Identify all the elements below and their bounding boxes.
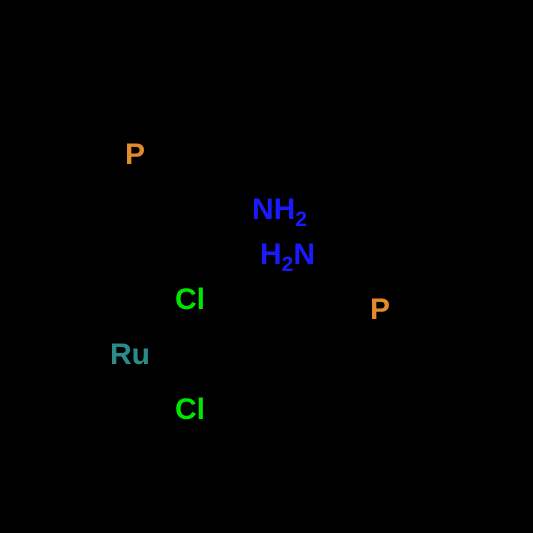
h2n-h: H [260, 238, 282, 271]
molecule-diagram: P NH2 H2N Cl P Ru Cl [0, 0, 533, 533]
atom-cl-1: Cl [175, 285, 205, 315]
atom-h2n: H2N [260, 240, 315, 270]
atom-p-2: P [370, 295, 390, 325]
atom-cl-2: Cl [175, 395, 205, 425]
h2n-n: N [293, 238, 315, 271]
atom-p-1: P [125, 140, 145, 170]
atom-nh2: NH2 [252, 195, 307, 225]
nh2-sub: 2 [295, 208, 307, 231]
nh2-main: NH [252, 193, 295, 226]
atom-ru: Ru [110, 340, 150, 370]
h2n-sub: 2 [282, 253, 294, 276]
